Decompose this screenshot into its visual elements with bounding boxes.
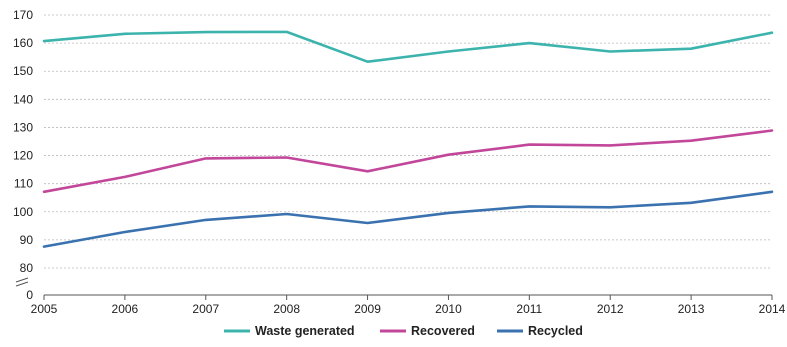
- y-tick-label-160: 160: [13, 36, 33, 50]
- x-tick-label-2012: 2012: [597, 302, 624, 316]
- x-tick-label-2010: 2010: [435, 302, 462, 316]
- x-tick-label-2013: 2013: [678, 302, 705, 316]
- x-tick-label-2007: 2007: [192, 302, 219, 316]
- x-tick-label-2006: 2006: [112, 302, 139, 316]
- axes: 0 80 90 100 110 120 130 140 150 160 170 2005 2006 200…: [13, 8, 786, 316]
- y-tick-label-120: 120: [13, 149, 33, 163]
- series-lines: [42, 30, 774, 248]
- y-tick-label-130: 130: [13, 120, 33, 134]
- y-tick-label-80: 80: [20, 261, 34, 275]
- axis-break-mark-lower: [15, 281, 29, 287]
- x-tick-label-2014: 2014: [759, 302, 786, 316]
- y-tick-label-150: 150: [13, 64, 33, 78]
- axis-break-mark-upper: [15, 277, 29, 283]
- y-tick-label-140: 140: [13, 92, 33, 106]
- grid-lines: [44, 14, 772, 269]
- y-tick-label-100: 100: [13, 205, 33, 219]
- y-tick-label-170: 170: [13, 8, 33, 22]
- x-tick-label-2008: 2008: [273, 302, 300, 316]
- legend: Waste generated Recovered Recycled: [224, 324, 583, 338]
- y-tick-label-110: 110: [14, 177, 33, 191]
- y-tick-label-90: 90: [20, 233, 34, 247]
- x-tick-label-2011: 2011: [516, 302, 542, 316]
- x-tick-label-2009: 2009: [354, 302, 381, 316]
- legend-label-recycled: Recycled: [528, 324, 583, 338]
- x-tick-label-2005: 2005: [31, 302, 58, 316]
- legend-label-waste-generated: Waste generated: [255, 324, 355, 338]
- series-line-recycled: [42, 190, 774, 248]
- series-line-waste-generated: [42, 30, 774, 64]
- y-tick-label-0: 0: [26, 288, 33, 302]
- legend-label-recovered: Recovered: [411, 324, 475, 338]
- series-line-recovered: [42, 129, 774, 194]
